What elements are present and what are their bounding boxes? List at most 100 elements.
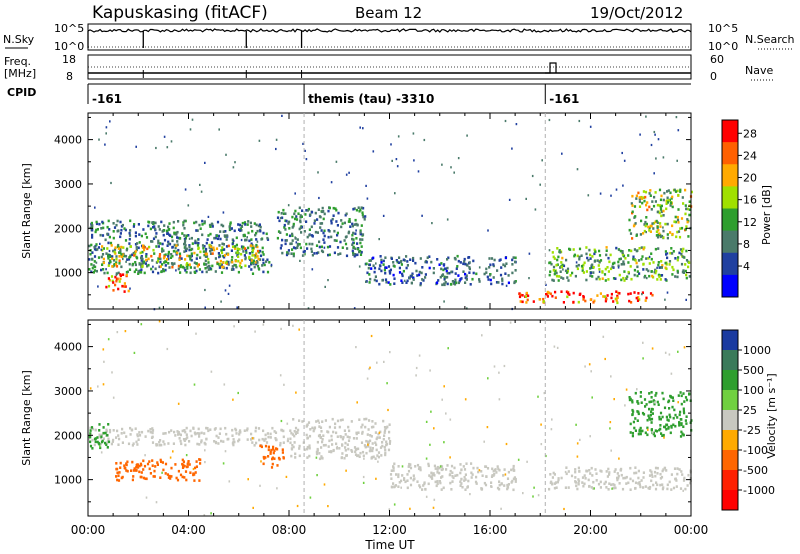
- echo-cell-sparse: [218, 128, 220, 131]
- echo-cell: [119, 466, 122, 469]
- echo-cell-sparse: [102, 383, 105, 386]
- echo-cell: [406, 264, 409, 267]
- echo-cell-sparse: [589, 125, 592, 128]
- echo-cell: [385, 280, 388, 284]
- echo-cell: [162, 256, 166, 260]
- echo-cell: [298, 454, 301, 458]
- echo-cell: [259, 258, 262, 261]
- echo-cell-sparse: [111, 371, 113, 374]
- echo-cell: [178, 258, 181, 261]
- echo-cell: [112, 259, 116, 262]
- echo-cell: [90, 270, 93, 274]
- echo-cell: [220, 271, 224, 274]
- echo-cell: [370, 425, 374, 429]
- echo-cell: [108, 228, 111, 231]
- echo-cell: [670, 488, 673, 491]
- echo-cell: [581, 476, 585, 479]
- echo-cell: [511, 271, 514, 275]
- echo-cell: [552, 471, 555, 475]
- echo-cell: [483, 481, 486, 485]
- echo-cell: [205, 252, 208, 256]
- echo-cell: [511, 258, 514, 262]
- echo-cell: [336, 246, 340, 249]
- echo-cell: [433, 474, 436, 477]
- echo-cell: [327, 430, 330, 434]
- echo-cell: [123, 464, 126, 467]
- echo-cell: [283, 223, 286, 227]
- echo-cell: [294, 456, 297, 459]
- echo-cell: [214, 440, 217, 444]
- echo-cell-sparse: [591, 396, 593, 399]
- echo-cell: [438, 466, 441, 470]
- echo-cell: [281, 448, 284, 451]
- echo-cell: [92, 271, 95, 274]
- echo-cell: [525, 301, 528, 304]
- echo-cell: [639, 391, 642, 394]
- echo-cell: [336, 233, 339, 237]
- echo-cell: [164, 462, 168, 466]
- echo-cell: [300, 215, 303, 218]
- echo-cell: [224, 426, 227, 430]
- echo-cell: [292, 222, 295, 226]
- echo-cell: [615, 246, 618, 250]
- echo-cell: [137, 270, 140, 273]
- colorbar-tick-label: 8: [743, 238, 750, 251]
- echo-cell: [454, 272, 457, 275]
- echo-cell: [501, 277, 504, 281]
- echo-cell: [159, 476, 162, 479]
- echo-cell: [170, 262, 174, 265]
- echo-cell: [352, 245, 355, 249]
- echo-cell: [378, 436, 381, 439]
- echo-cell: [185, 433, 188, 436]
- echo-cell-sparse: [562, 268, 564, 271]
- echo-cell: [433, 464, 436, 468]
- echo-cell: [657, 247, 660, 250]
- echo-cell: [654, 191, 657, 194]
- echo-cell-sparse: [279, 216, 282, 220]
- echo-cell: [654, 466, 658, 470]
- echo-cell: [272, 451, 275, 455]
- echo-cell-sparse: [369, 366, 371, 369]
- echo-cell: [250, 438, 253, 441]
- echo-cell: [347, 439, 351, 442]
- echo-cell: [151, 240, 154, 243]
- colorbar-frame: [721, 119, 739, 298]
- echo-cell: [612, 300, 615, 303]
- echo-cell: [284, 212, 287, 215]
- echo-cell: [246, 427, 249, 430]
- echo-cell: [662, 397, 665, 401]
- echo-cell: [105, 252, 108, 255]
- echo-cell-sparse: [295, 391, 297, 394]
- echo-cell: [388, 437, 391, 440]
- echo-cell: [179, 271, 182, 274]
- echo-cell: [210, 248, 213, 252]
- echo-cell: [133, 270, 136, 274]
- echo-cell: [669, 394, 672, 398]
- echo-cell: [622, 262, 625, 266]
- echo-cell: [410, 275, 413, 278]
- echo-cell: [651, 293, 654, 297]
- echo-cell-sparse: [89, 387, 92, 390]
- echo-cell: [458, 279, 461, 283]
- echo-cell-sparse: [493, 365, 496, 368]
- echo-cell: [375, 279, 378, 283]
- echo-cell: [101, 263, 104, 266]
- echo-cell: [157, 271, 160, 275]
- echo-cell-sparse: [197, 238, 200, 241]
- echo-cell: [598, 254, 602, 257]
- echo-cell: [201, 244, 205, 247]
- echo-cell: [636, 419, 639, 422]
- echo-cell-sparse: [642, 341, 644, 344]
- echo-cell: [121, 427, 124, 431]
- echo-cell: [162, 268, 165, 271]
- x-tick-label: 00:00: [71, 523, 106, 537]
- echo-cell: [231, 256, 234, 259]
- echo-cell: [235, 236, 238, 240]
- echo-cell: [219, 230, 222, 233]
- echo-cell: [115, 279, 118, 283]
- echo-cell-sparse: [534, 208, 537, 211]
- echo-cell: [566, 292, 570, 295]
- echo-cell: [648, 262, 651, 265]
- echo-cell: [644, 299, 647, 302]
